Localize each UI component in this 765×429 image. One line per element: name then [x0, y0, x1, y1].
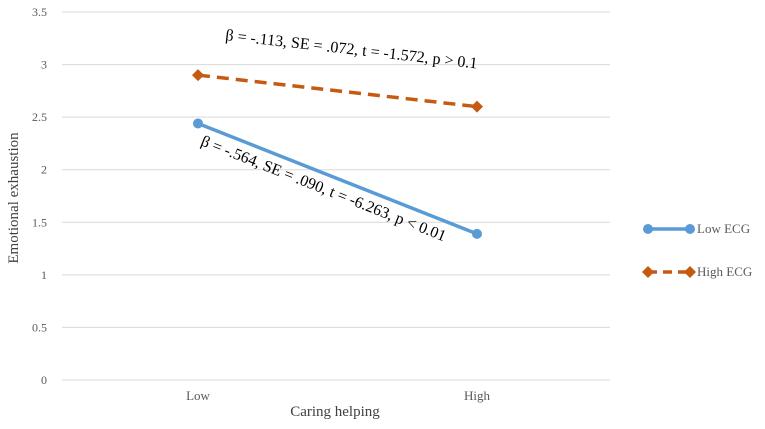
data-point — [472, 228, 482, 239]
series-lines — [192, 69, 483, 239]
y-tick-label: 3 — [41, 58, 47, 72]
y-tick-label: 2.5 — [32, 110, 47, 124]
data-point — [685, 224, 695, 234]
x-tick-label: High — [464, 388, 491, 403]
data-point — [684, 266, 696, 278]
y-tick-label: 0 — [41, 373, 47, 387]
x-axis-label: Caring helping — [290, 404, 380, 420]
series-line — [197, 121, 478, 236]
data-point — [471, 100, 483, 113]
gridlines — [62, 11, 610, 381]
series-line — [197, 73, 478, 109]
legend: Low ECG High ECG — [642, 221, 752, 279]
data-point — [642, 266, 654, 278]
data-point — [193, 118, 203, 129]
x-tick-label: Low — [186, 388, 210, 403]
data-point — [192, 69, 204, 82]
x-tick-labels: Low High — [186, 388, 490, 403]
y-tick-label: 3.5 — [32, 5, 47, 19]
y-tick-labels: 0 0.5 1 1.5 2 2.5 3 3.5 — [32, 5, 47, 387]
annotations: β = -.113, SE = .072, t = -1.572, p > 0.… — [199, 27, 479, 245]
y-axis-label: Emotional exhaustion — [6, 132, 22, 264]
y-tick-label: 1 — [41, 268, 47, 282]
data-point — [643, 224, 653, 234]
y-tick-label: 1.5 — [32, 215, 47, 229]
legend-label: High ECG — [697, 264, 752, 279]
y-tick-label: 2 — [41, 163, 47, 177]
annotation-label: β = -.564, SE = .090, t = -6.263, p < 0.… — [199, 133, 449, 245]
annotation-label: β = -.113, SE = .072, t = -1.572, p > 0.… — [225, 27, 479, 72]
legend-label: Low ECG — [697, 221, 750, 236]
y-tick-label: 0.5 — [32, 320, 47, 334]
